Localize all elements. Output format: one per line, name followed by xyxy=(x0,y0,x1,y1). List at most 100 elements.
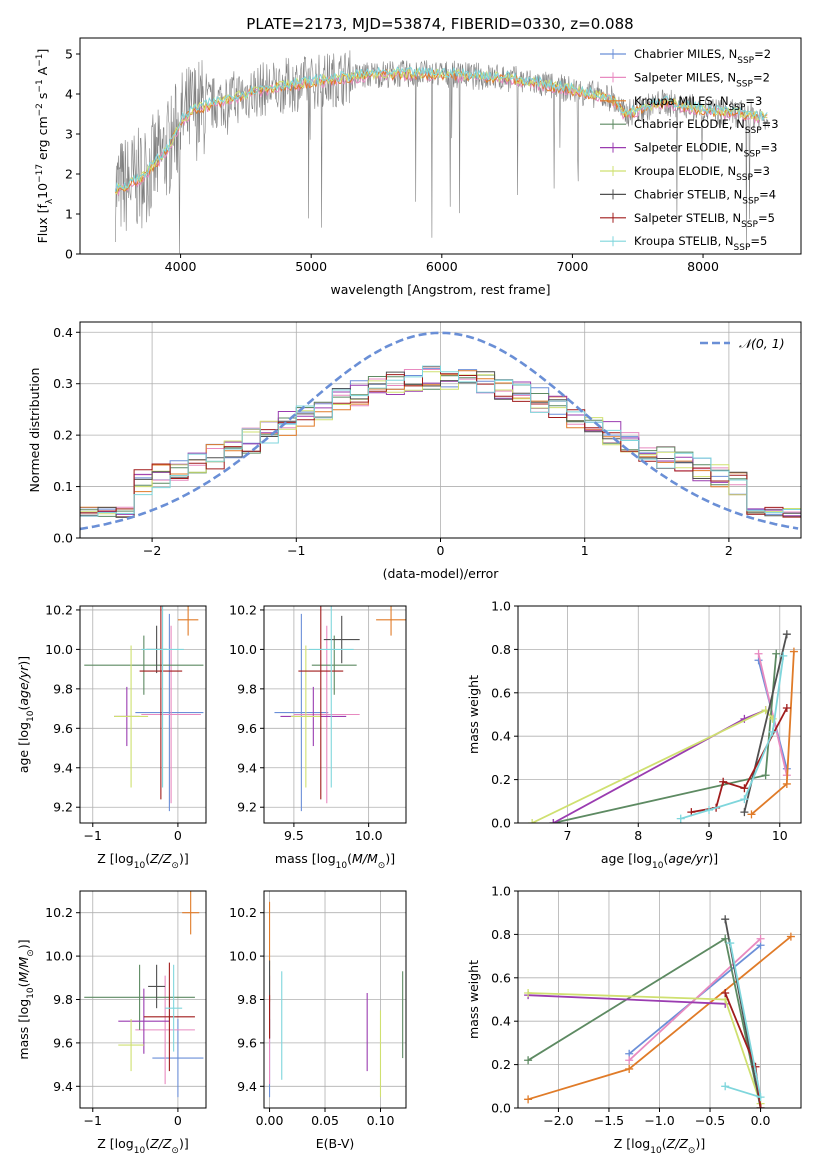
label-part: SSP xyxy=(734,243,751,253)
axes-age-vs-mass: 9.5 10.0 9.2 9.4 9.6 9.8 10.0 10.2 mass [log10(M… xyxy=(229,602,407,871)
y-tick-label: 9.6 xyxy=(53,721,73,736)
errorbar-point xyxy=(298,606,344,800)
label-part: −17 xyxy=(35,164,45,183)
label-part: Z/Z xyxy=(149,1136,172,1151)
errorbar-point xyxy=(143,962,195,1072)
legend-entry-label: Kroupa ELODIE, NSSP=3 xyxy=(634,164,770,183)
label-part: mass [log xyxy=(16,999,31,1060)
label-part: Z [log xyxy=(97,851,133,866)
weight-marker xyxy=(726,939,735,948)
errorbar-point xyxy=(274,613,329,812)
weight-marker xyxy=(549,819,558,823)
y-tick-label: 9.4 xyxy=(237,760,257,775)
y-tick-label: 3 xyxy=(65,127,73,142)
label-part: )] xyxy=(385,851,395,866)
y-axis-label: mass [log10(M/M⊙)] xyxy=(16,939,36,1059)
y-tick-label: 2 xyxy=(65,167,73,182)
legend-entry-label: Salpeter STELIB, NSSP=5 xyxy=(634,211,775,230)
x-tick-label: 9 xyxy=(705,828,713,843)
x-axis-label: (data-model)/error xyxy=(383,566,500,581)
x-tick-label: −1 xyxy=(287,543,305,558)
label-part: ⊙ xyxy=(378,861,386,871)
y-tick-label: 0.2 xyxy=(491,772,511,787)
errorbar-point xyxy=(152,1019,204,1098)
label-part: )] xyxy=(179,1136,189,1151)
weight-marker xyxy=(761,771,770,780)
axes-frame xyxy=(517,605,802,824)
label-part: age/yr xyxy=(668,851,709,866)
y-tick-label: 10.0 xyxy=(229,642,257,657)
weight-marker xyxy=(779,651,788,660)
legend-entry-label: Chabrier STELIB, NSSP=4 xyxy=(634,187,776,206)
axes-frame xyxy=(79,37,802,255)
x-tick-label: 2 xyxy=(725,543,733,558)
x-axis-label: Z [log10(Z/Z⊙)] xyxy=(97,1136,188,1156)
model-spectrum-line xyxy=(114,66,768,192)
y-tick-label: 10.0 xyxy=(45,949,73,964)
label-part: ⊙ xyxy=(171,861,179,871)
y-tick-label: 0.6 xyxy=(491,685,511,700)
x-tick-label: 6000 xyxy=(426,259,458,274)
label-part: =2 xyxy=(753,70,770,84)
y-tick-label: 4 xyxy=(65,87,73,102)
label-part: SSP xyxy=(742,196,759,206)
label-part: =3 xyxy=(761,141,778,155)
label-part: =3 xyxy=(753,164,770,178)
label-part: Salpeter STELIB, N xyxy=(634,211,741,225)
label-part: )] xyxy=(16,656,31,666)
histogram-series-c9 xyxy=(80,365,801,517)
y-tick-label: 0.1 xyxy=(53,479,73,494)
label-part: A xyxy=(35,66,50,79)
weight-marker xyxy=(786,932,795,941)
axes-frame xyxy=(79,605,207,824)
label-part: age [log xyxy=(16,722,31,773)
label-part: ⊙ xyxy=(171,1146,179,1156)
label-part: Z [log xyxy=(614,1136,650,1151)
errorbar-point xyxy=(376,606,406,636)
weight-marker xyxy=(528,819,537,823)
y-tick-label: 10.0 xyxy=(229,949,257,964)
weight-marker xyxy=(782,779,791,788)
x-tick-label: 0.10 xyxy=(367,1113,395,1128)
label-part: =3 xyxy=(762,117,779,131)
y-tick-label: 0.8 xyxy=(491,642,511,657)
x-tick-label: 5000 xyxy=(295,259,327,274)
legend-entry-label: Chabrier ELODIE, NSSP=3 xyxy=(634,117,779,136)
x-axis-label: wavelength [Angstrom, rest frame] xyxy=(330,282,550,297)
plot-area xyxy=(268,901,404,1098)
label-part: ( xyxy=(347,851,352,866)
label-part: 10 xyxy=(650,1146,662,1156)
x-tick-label: 0 xyxy=(437,543,445,558)
label-part: 10 xyxy=(134,861,146,871)
label-part: ( xyxy=(145,1136,150,1151)
weight-marker xyxy=(754,649,763,658)
y-axis-label: mass weight xyxy=(466,960,481,1039)
plot-area xyxy=(80,331,801,531)
errorbar-point xyxy=(148,964,166,1009)
y-tick-label: 0.8 xyxy=(491,927,511,942)
x-tick-label: 8 xyxy=(634,828,642,843)
errorbar-point xyxy=(141,606,184,788)
weight-line xyxy=(528,994,726,1005)
grid xyxy=(80,322,801,539)
weight-marker xyxy=(719,777,728,786)
y-tick-label: 1.0 xyxy=(491,599,511,614)
weight-line xyxy=(531,709,774,823)
x-tick-label: −1 xyxy=(84,1113,102,1128)
label-part: Kroupa ELODIE, N xyxy=(634,164,736,178)
weight-marker xyxy=(721,934,730,943)
axes-spectrum: 4000 5000 6000 7000 8000 0 1 2 3 4 5 wavelength [An… xyxy=(35,37,802,297)
x-tick-label: −1 xyxy=(84,828,102,843)
observed-spectrum-line xyxy=(115,50,769,254)
x-tick-label: 1 xyxy=(581,543,589,558)
errorbar-point xyxy=(84,635,204,695)
grid xyxy=(80,891,206,1108)
x-tick-label: −1.5 xyxy=(594,1113,624,1128)
weight-line xyxy=(757,653,788,776)
label-part: )] xyxy=(695,1136,705,1151)
x-tick-label: 4000 xyxy=(165,259,197,274)
y-tick-label: 9.2 xyxy=(237,800,257,815)
y-tick-label: 9.4 xyxy=(237,1079,257,1094)
